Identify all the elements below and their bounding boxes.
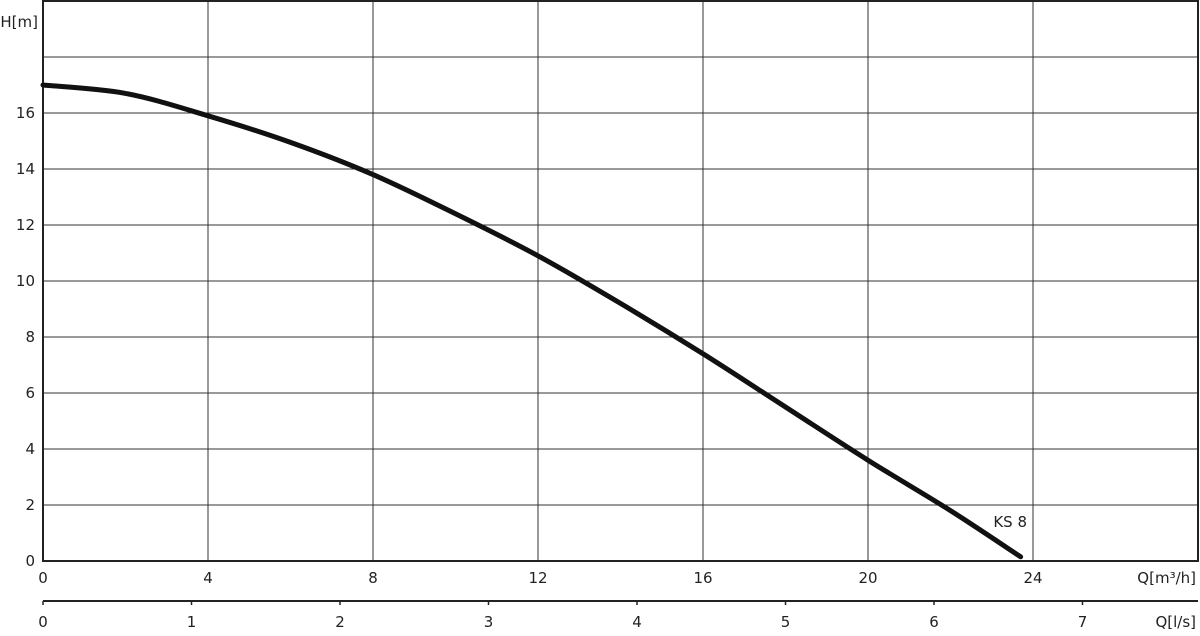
- x2-tick-label: 3: [484, 613, 494, 631]
- x2-axis-label: Q[l/s]: [1155, 613, 1196, 631]
- y-tick-label: 14: [16, 160, 35, 178]
- y-tick-label: 8: [25, 328, 35, 346]
- x-tick-label: 12: [528, 569, 547, 587]
- y-tick-label: 6: [25, 384, 35, 402]
- y-tick-label: 2: [25, 496, 35, 514]
- series-label: KS 8: [993, 513, 1027, 531]
- y-tick-labels: 0 2 4 6 8 10 12 14 16: [16, 104, 35, 570]
- x-tick-label: 0: [38, 569, 48, 587]
- x2-tick-label: 5: [781, 613, 791, 631]
- x-tick-label: 4: [203, 569, 213, 587]
- y-tick-label: 12: [16, 216, 35, 234]
- y-tick-label: 10: [16, 272, 35, 290]
- y-tick-label: 4: [25, 440, 35, 458]
- x2-tick-label: 6: [929, 613, 939, 631]
- x-tick-labels: 0 4 8 12 16 20 24: [38, 569, 1042, 587]
- x2-tick-label: 2: [335, 613, 345, 631]
- y-tick-label: 16: [16, 104, 35, 122]
- grid: [43, 1, 1198, 561]
- x-tick-label: 20: [858, 569, 877, 587]
- y-axis-label: H[m]: [0, 13, 38, 31]
- plot-frame: [42, 0, 1199, 562]
- x2-tick-label: 1: [187, 613, 197, 631]
- x2-tick-labels: 0 1 2 3 4 5 6 7: [38, 601, 1087, 631]
- x-tick-label: 8: [368, 569, 378, 587]
- x-tick-label: 16: [693, 569, 712, 587]
- x2-tick-label: 4: [632, 613, 642, 631]
- x2-tick-label: 0: [38, 613, 48, 631]
- series-group: [40, 82, 1024, 560]
- y-tick-label: 0: [25, 552, 35, 570]
- series-line: [40, 82, 1024, 560]
- x2-tick-label: 7: [1078, 613, 1088, 631]
- x-tick-label: 24: [1023, 569, 1042, 587]
- x-axis-label: Q[m³/h]: [1137, 569, 1196, 587]
